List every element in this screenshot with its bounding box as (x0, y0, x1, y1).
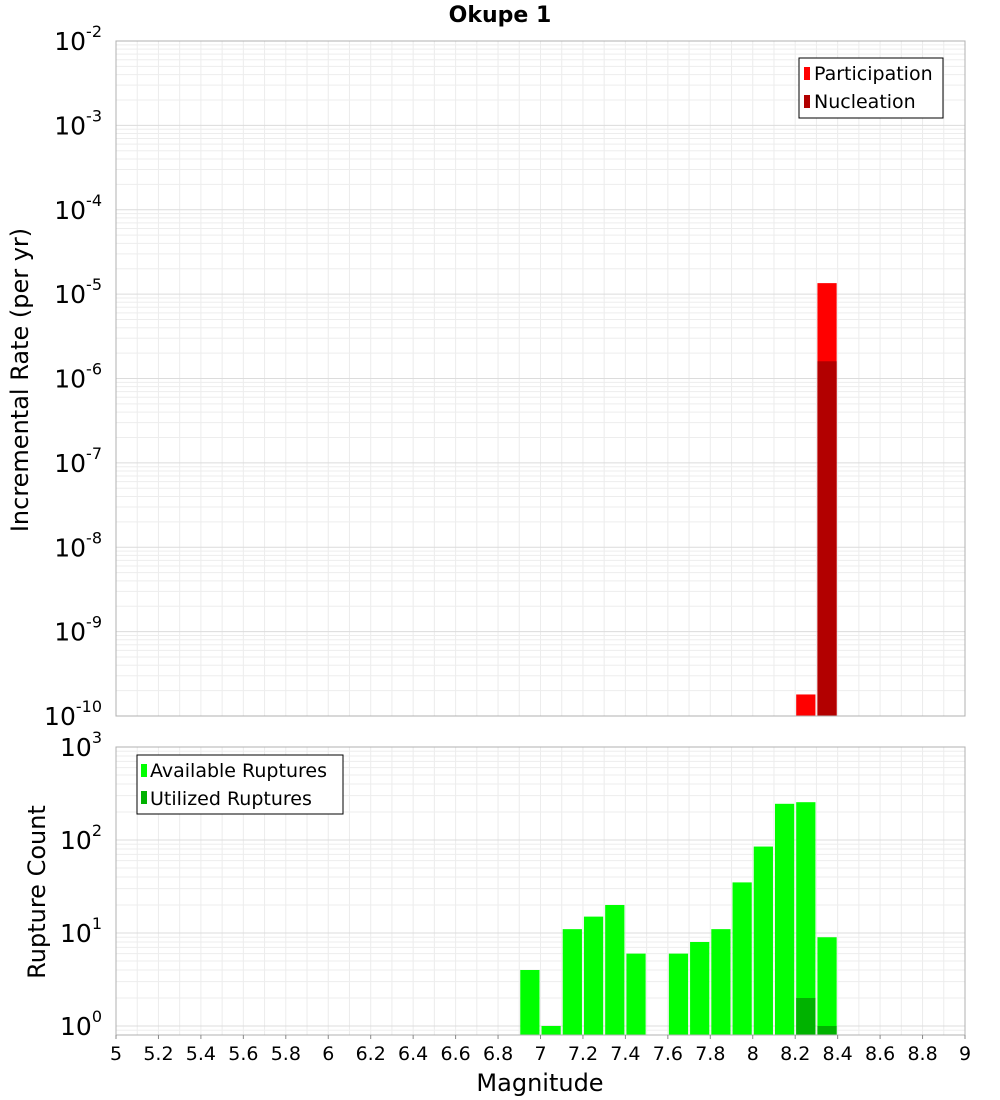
top-y-tick-label: 10-4 (54, 191, 102, 225)
top-panel: 10-10 10-9 10-8 10-7 10-6 10-5 10-4 10-3 10-2 In… (6, 22, 966, 731)
bottom-bar-available-ruptures (541, 1025, 561, 1035)
top-bars (796, 283, 837, 716)
legend-label-available-ruptures: Available Ruptures (150, 760, 327, 782)
top-bar-participation (796, 694, 816, 716)
bottom-y-tick-label: 103 (60, 728, 102, 762)
x-tick-label: 6.6 (440, 1043, 470, 1065)
bottom-y-ticks: 100 101 102 103 (60, 728, 102, 1041)
x-tick-label: 7.8 (695, 1043, 725, 1065)
top-plot-border (115, 40, 966, 717)
top-grid (115, 40, 966, 717)
bottom-bar-available-ruptures (796, 802, 816, 1035)
bottom-y-axis-label: Rupture Count (23, 805, 51, 979)
x-tick-label: 8 (747, 1043, 759, 1065)
legend-label-utilized-ruptures: Utilized Ruptures (150, 788, 312, 810)
legend-label-nucleation: Nucleation (814, 91, 916, 113)
x-tick-label: 8.6 (865, 1043, 895, 1065)
legend-swatch-utilized-ruptures (141, 791, 147, 804)
top-y-tick-label: 10-6 (54, 360, 102, 394)
legend-swatch-available-ruptures (141, 764, 147, 777)
bottom-bar-available-ruptures (605, 904, 625, 1035)
bottom-bar-utilized-ruptures (796, 997, 816, 1035)
x-tick-label: 6.4 (398, 1043, 428, 1065)
bottom-bar-available-ruptures (774, 803, 795, 1035)
top-y-tick-label: 10-8 (54, 528, 102, 562)
bottom-bar-utilized-ruptures (817, 1025, 837, 1035)
top-legend: Participation Nucleation (798, 57, 944, 119)
bottom-y-tick-label: 101 (60, 914, 102, 948)
bottom-bar-available-ruptures (690, 942, 710, 1035)
bottom-bar-available-ruptures (520, 969, 540, 1035)
legend-swatch-participation (804, 67, 810, 80)
bottom-bars (520, 802, 837, 1035)
top-y-axis-label: Incremental Rate (per yr) (6, 228, 34, 532)
top-y-tick-label: 10-2 (54, 22, 102, 56)
top-y-ticks: 10-10 10-9 10-8 10-7 10-6 10-5 10-4 10-3 10-2 (44, 22, 102, 731)
bottom-bar-available-ruptures (583, 916, 604, 1035)
x-tick-label: 7.2 (568, 1043, 598, 1065)
x-tick-label: 7 (534, 1043, 546, 1065)
bottom-legend: Available Ruptures Utilized Ruptures (136, 754, 344, 815)
top-y-tick-label: 10-9 (54, 613, 102, 647)
bottom-bar-available-ruptures (668, 953, 689, 1035)
top-y-tick-label: 10-5 (54, 275, 102, 309)
top-legend-box (798, 57, 944, 119)
x-tick-label: 5.6 (228, 1043, 258, 1065)
x-tick-label: 6.2 (356, 1043, 386, 1065)
bottom-x-ticks: 5 5.2 5.4 5.6 5.8 6 6.2 6.4 6.6 6.8 7 7.2 7.4 7.6 7.8 8… (110, 1035, 971, 1065)
bottom-bar-available-ruptures (753, 846, 773, 1035)
chart-title: Okupe 1 (449, 3, 552, 28)
legend-label-participation: Participation (814, 63, 933, 85)
bottom-bar-available-ruptures (817, 937, 837, 1035)
legend-swatch-nucleation (804, 95, 810, 108)
top-bar-nucleation (817, 361, 837, 716)
bottom-bar-available-ruptures (732, 882, 752, 1035)
x-tick-label: 5.4 (186, 1043, 216, 1065)
top-y-tick-label: 10-3 (54, 106, 102, 140)
bottom-y-tick-label: 100 (60, 1007, 102, 1041)
bottom-bar-available-ruptures (711, 929, 731, 1035)
x-tick-label: 8.4 (823, 1043, 853, 1065)
x-tick-label: 6 (322, 1043, 334, 1065)
x-tick-label: 6.8 (483, 1043, 513, 1065)
bottom-y-tick-label: 102 (60, 821, 102, 855)
x-axis-label: Magnitude (476, 1069, 603, 1097)
x-tick-label: 5.2 (143, 1043, 173, 1065)
top-y-tick-label: 10-7 (54, 444, 102, 478)
x-tick-label: 8.2 (780, 1043, 810, 1065)
x-tick-label: 7.4 (610, 1043, 640, 1065)
top-y-tick-label: 10-10 (44, 697, 102, 731)
x-tick-label: 5 (110, 1043, 122, 1065)
x-tick-label: 8.8 (907, 1043, 937, 1065)
x-tick-label: 9 (959, 1043, 971, 1065)
x-tick-label: 7.6 (653, 1043, 683, 1065)
bottom-panel: 100 101 102 103 5 5.2 5.4 5.6 5.8 6 6.2 6.4 6.6 6.8 7… (23, 728, 971, 1097)
bottom-legend-box (136, 754, 344, 815)
x-tick-label: 5.8 (271, 1043, 301, 1065)
bottom-bar-available-ruptures (626, 953, 646, 1035)
bottom-bar-available-ruptures (562, 929, 582, 1035)
